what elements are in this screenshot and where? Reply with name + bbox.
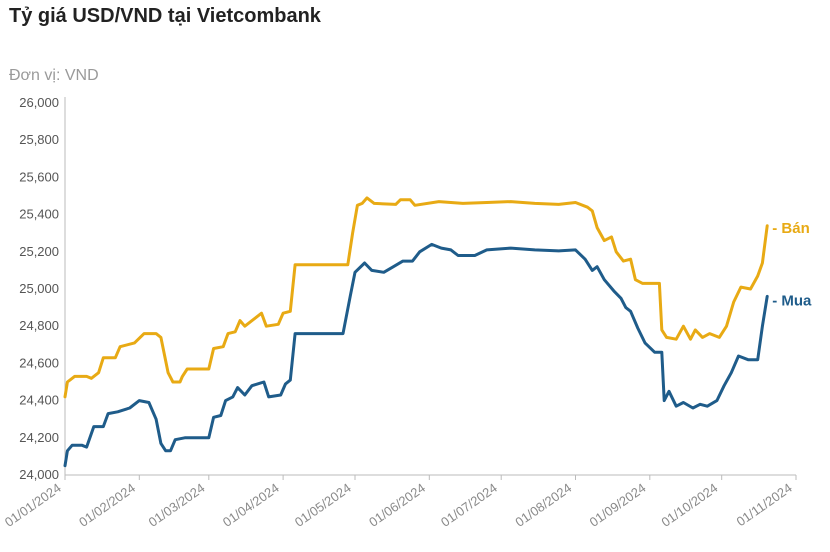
chart-title: Tỷ giá USD/VND tại Vietcombank xyxy=(9,5,321,27)
y-tick-label: 24,600 xyxy=(19,355,59,370)
x-tick-label: 01/05/2024 xyxy=(292,480,354,530)
y-tick-label: 25,800 xyxy=(19,132,59,147)
x-tick-label: 01/01/2024 xyxy=(2,480,64,530)
y-tick-label: 25,600 xyxy=(19,169,59,184)
y-tick-label: 24,800 xyxy=(19,318,59,333)
x-tick-label: 01/06/2024 xyxy=(366,480,428,530)
x-tick-label: 01/02/2024 xyxy=(76,480,138,530)
x-tick-label: 01/08/2024 xyxy=(512,480,574,530)
series-label-ban: - Bán xyxy=(772,220,810,237)
x-tick-label: 01/04/2024 xyxy=(220,480,282,530)
y-tick-label: 26,000 xyxy=(19,95,59,110)
x-tick-label: 01/07/2024 xyxy=(438,480,500,530)
x-tick-label: 01/03/2024 xyxy=(146,480,208,530)
y-tick-label: 24,400 xyxy=(19,393,59,408)
x-tick-label: 01/09/2024 xyxy=(587,480,649,530)
y-tick-label: 25,200 xyxy=(19,244,59,259)
x-tick-label: 01/10/2024 xyxy=(659,480,721,530)
y-tick-label: 25,400 xyxy=(19,207,59,222)
series-line-bán xyxy=(63,196,769,399)
series-label-mua: - Mua xyxy=(772,292,812,309)
x-tick-label: 01/11/2024 xyxy=(734,480,795,529)
y-tick-label: 24,000 xyxy=(19,467,59,482)
y-tick-label: 25,000 xyxy=(19,281,59,296)
unit-label: Đơn vị: VND xyxy=(9,67,99,84)
series-line-mua xyxy=(63,242,769,468)
y-tick-label: 24,200 xyxy=(19,430,59,445)
